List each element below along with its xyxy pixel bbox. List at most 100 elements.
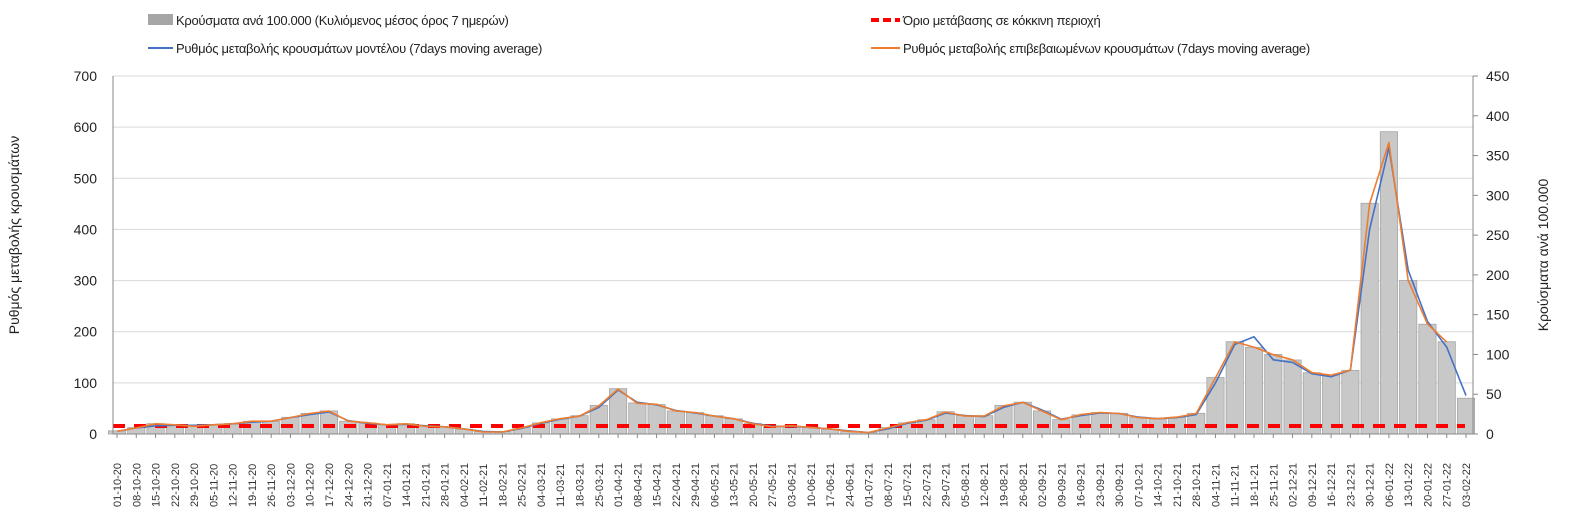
y-tick-left: 700 bbox=[74, 68, 98, 84]
x-tick-label: 19-08-21 bbox=[998, 463, 1010, 507]
x-tick-label: 26-08-21 bbox=[1018, 463, 1030, 507]
bar bbox=[1264, 354, 1283, 435]
x-tick-label: 11-03-21 bbox=[555, 464, 567, 507]
bar bbox=[1399, 280, 1418, 435]
bar bbox=[666, 410, 685, 435]
x-tick-label: 11-02-21 bbox=[478, 464, 490, 507]
x-tick-label: 21-10-21 bbox=[1172, 463, 1184, 507]
bar bbox=[1244, 346, 1264, 435]
x-tick-label: 10-12-20 bbox=[305, 463, 317, 507]
x-tick-label: 27-01-22 bbox=[1442, 463, 1454, 507]
x-tick-label: 28-01-21 bbox=[440, 463, 452, 507]
y-tick-right: 400 bbox=[1486, 108, 1510, 124]
x-tick-label: 27-05-21 bbox=[767, 463, 779, 507]
x-tick-label: 09-09-21 bbox=[1056, 463, 1068, 507]
x-tick-label: 06-01-22 bbox=[1384, 463, 1396, 507]
x-tick-label: 07-01-21 bbox=[382, 463, 394, 507]
bar bbox=[1110, 412, 1129, 435]
x-tick-label: 16-09-21 bbox=[1076, 463, 1088, 507]
legend-label-confirmed: Ρυθμός μεταβολής επιβεβαιωμένων κρουσμάτ… bbox=[903, 41, 1310, 56]
x-tick-label: 25-03-21 bbox=[594, 463, 606, 507]
y-tick-left: 600 bbox=[74, 119, 98, 135]
x-tick-label: 04-02-21 bbox=[459, 463, 471, 507]
y-tick-right: 250 bbox=[1486, 227, 1510, 243]
bar bbox=[1013, 401, 1032, 435]
y-tick-left: 200 bbox=[74, 324, 98, 340]
x-tick-label: 01-04-21 bbox=[613, 463, 625, 507]
bar bbox=[300, 412, 319, 435]
x-tick-label: 21-01-21 bbox=[420, 463, 432, 507]
bar bbox=[1456, 397, 1476, 435]
x-tick-label: 29-10-20 bbox=[189, 463, 201, 507]
bar bbox=[1187, 412, 1206, 435]
y-tick-right: 50 bbox=[1486, 386, 1502, 402]
x-tick-label: 15-04-21 bbox=[652, 463, 664, 507]
x-tick-label: 25-11-21 bbox=[1268, 464, 1280, 507]
legend-label-bars: Κρούσματα ανά 100.000 (Κυλιόμενος μέσος … bbox=[176, 13, 509, 28]
x-tick-label: 08-07-21 bbox=[883, 463, 895, 507]
y-tick-left: 400 bbox=[74, 221, 98, 237]
x-tick-label: 29-04-21 bbox=[690, 463, 702, 507]
bar bbox=[1418, 323, 1437, 435]
x-tick-label: 28-10-21 bbox=[1191, 463, 1203, 507]
x-tick-label: 30-12-21 bbox=[1365, 463, 1377, 507]
legend-label-threshold: Όριο μετάβασης σε κόκκινη περιοχή bbox=[902, 13, 1100, 28]
x-tick-label: 22-07-21 bbox=[921, 463, 933, 507]
x-tick-label: 08-10-20 bbox=[131, 463, 143, 507]
y-tick-right: 100 bbox=[1486, 346, 1510, 362]
x-tick-label: 12-08-21 bbox=[979, 463, 991, 507]
confirmed-line bbox=[116, 141, 1448, 434]
x-tick-label: 02-12-21 bbox=[1288, 463, 1300, 507]
bar bbox=[647, 404, 666, 435]
y-tick-right: 0 bbox=[1486, 426, 1494, 442]
y-tick-left: 100 bbox=[74, 375, 98, 391]
x-tick-label: 03-12-20 bbox=[285, 463, 297, 507]
x-tick-label: 06-05-21 bbox=[709, 463, 721, 507]
x-tick-label: 09-12-21 bbox=[1307, 463, 1319, 507]
x-tick-label: 15-07-21 bbox=[902, 463, 914, 507]
x-tick-label: 02-09-21 bbox=[1037, 463, 1049, 507]
x-tick-label: 05-11-20 bbox=[208, 464, 220, 507]
x-tick-label: 30-09-21 bbox=[1114, 463, 1126, 507]
x-tick-label: 13-05-21 bbox=[729, 463, 741, 507]
x-tick-label: 12-11-20 bbox=[228, 464, 240, 507]
bar bbox=[1360, 202, 1379, 435]
y-tick-right: 300 bbox=[1486, 187, 1510, 203]
x-tick-label: 03-02-22 bbox=[1461, 463, 1473, 507]
x-tick-label: 17-12-20 bbox=[324, 463, 336, 507]
x-tick-label: 22-10-20 bbox=[170, 463, 182, 507]
x-tick-label: 14-01-21 bbox=[401, 463, 413, 507]
x-tick-label: 29-07-21 bbox=[941, 463, 953, 507]
y-axis-title-left: Ρυθμός μεταβολής κρουσμάτων bbox=[6, 136, 22, 334]
x-tick-label: 01-10-20 bbox=[112, 463, 124, 507]
x-tick-label: 31-12-20 bbox=[363, 463, 375, 507]
x-tick-label: 01-07-21 bbox=[864, 463, 876, 507]
x-tick-label: 13-01-22 bbox=[1403, 463, 1415, 507]
x-tick-label: 04-11-21 bbox=[1210, 464, 1222, 507]
x-tick-label: 24-12-20 bbox=[343, 463, 355, 507]
bar bbox=[686, 412, 705, 435]
x-tick-label: 15-10-20 bbox=[151, 463, 163, 507]
x-tick-label: 18-02-21 bbox=[497, 463, 509, 507]
x-tick-label: 07-10-21 bbox=[1133, 463, 1145, 507]
x-tick-label: 24-06-21 bbox=[844, 463, 856, 507]
y-tick-right: 450 bbox=[1486, 68, 1510, 84]
y-tick-right: 200 bbox=[1486, 267, 1510, 283]
x-tick-label: 23-12-21 bbox=[1345, 463, 1357, 507]
x-tick-label: 25-02-21 bbox=[517, 463, 529, 507]
y-tick-right: 350 bbox=[1486, 148, 1510, 164]
x-tick-label: 11-11-21 bbox=[1230, 465, 1242, 507]
x-tick-label: 23-09-21 bbox=[1095, 463, 1107, 507]
legend: Κρούσματα ανά 100.000 (Κυλιόμενος μέσος … bbox=[148, 13, 1310, 56]
x-tick-label: 26-11-20 bbox=[266, 464, 278, 507]
y-tick-left: 0 bbox=[89, 426, 97, 442]
x-tick-label: 17-06-21 bbox=[825, 463, 837, 507]
x-tick-label: 03-06-21 bbox=[787, 463, 799, 507]
bar bbox=[1283, 359, 1302, 435]
x-tick-label: 20-05-21 bbox=[748, 463, 760, 507]
y-axis-title-right: Κρούσματα ανά 100.000 bbox=[1535, 179, 1551, 332]
x-tick-label: 04-03-21 bbox=[536, 463, 548, 507]
x-tick-label: 10-06-21 bbox=[806, 463, 818, 507]
x-tick-label: 16-12-21 bbox=[1326, 463, 1338, 507]
